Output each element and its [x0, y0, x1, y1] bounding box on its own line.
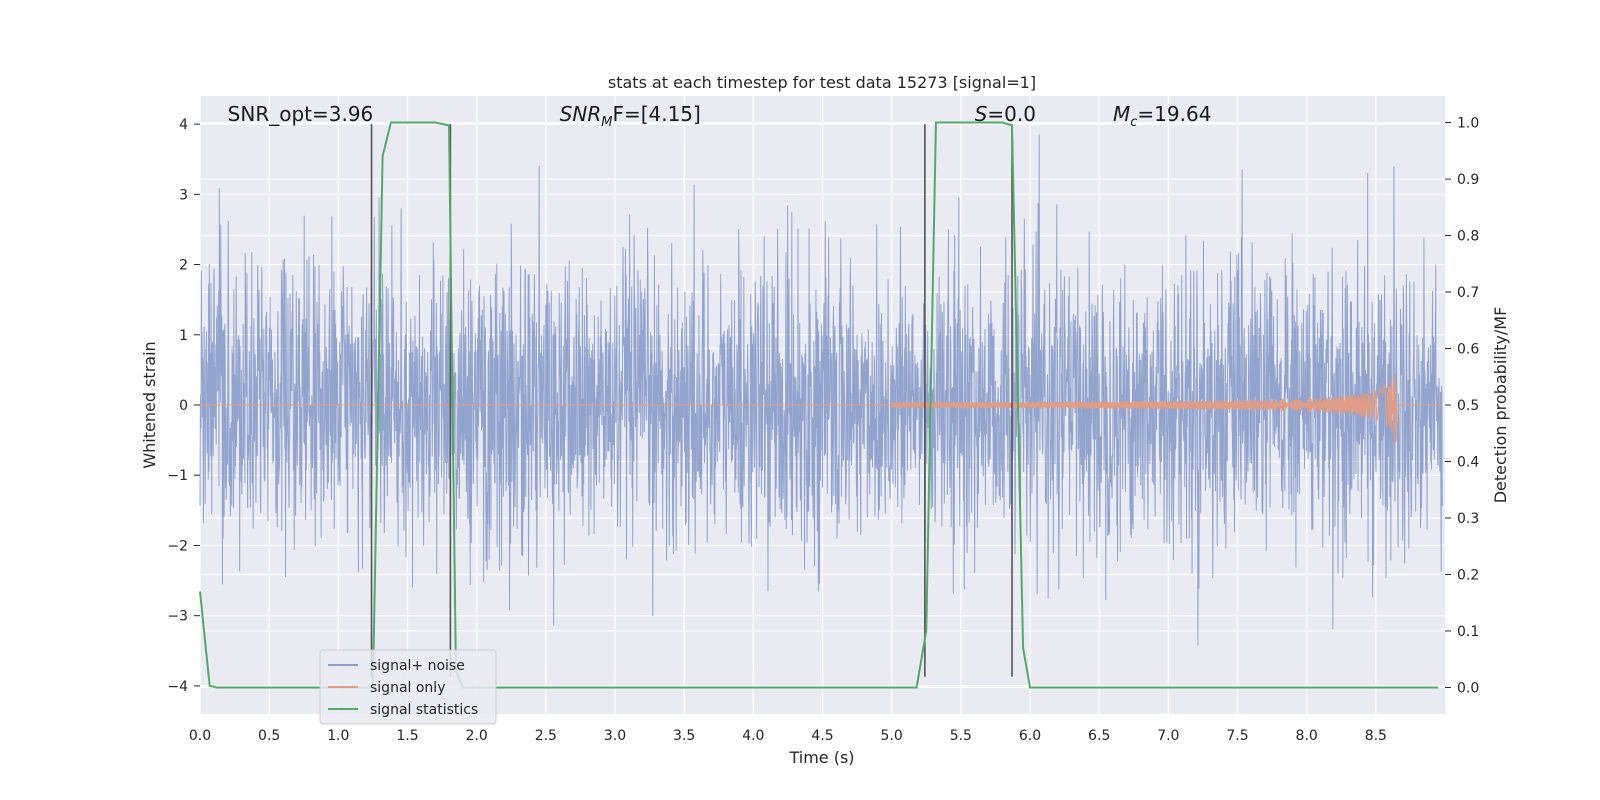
y-tick-label-1: −3 — [167, 609, 188, 625]
legend-label-1: signal only — [370, 680, 445, 696]
x-tick-label-2: 1.0 — [327, 728, 349, 744]
noise-trace — [199, 134, 1443, 646]
x-tick-label-12: 6.0 — [1019, 728, 1041, 744]
y-tick-label-5: 1 — [179, 328, 188, 344]
x-tick-label-16: 8.0 — [1296, 728, 1318, 744]
signal-trace — [200, 374, 1443, 443]
x-axis-ticks: 0.0 0.5 1.0 1.5 2.0 2.5 3.0 3.5 4.0 4.5 5.0 5.5 6.0 6… — [189, 728, 1387, 744]
annotation-s_val: S=0.0 — [975, 102, 1036, 126]
legend: signal+ noise signal only signal statistic… — [319, 649, 497, 725]
x-tick-label-9: 4.5 — [811, 728, 833, 744]
y-axis-label: Whitened strain — [140, 341, 159, 468]
x-tick-label-8: 4.0 — [742, 728, 764, 744]
y-tick-label-7: 3 — [179, 187, 188, 203]
y-tick-label-0: −4 — [167, 679, 188, 695]
yr-tick-label-3: 0.3 — [1457, 511, 1479, 527]
y-axis-ticks: −4 −3 −2 −1 0 1 2 3 4 — [167, 117, 200, 695]
x-tick-label-0: 0.0 — [189, 728, 211, 744]
x-tick-label-1: 0.5 — [258, 728, 280, 744]
y-tick-label-4: 0 — [179, 398, 188, 414]
legend-label-2: signal statistics — [370, 702, 478, 718]
yr-tick-label-10: 1.0 — [1457, 116, 1479, 132]
yr-tick-label-7: 0.7 — [1457, 285, 1479, 301]
yr-tick-label-9: 0.9 — [1457, 172, 1479, 188]
series-signal-only — [200, 374, 1443, 443]
yr-tick-label-8: 0.8 — [1457, 229, 1479, 245]
y-right-axis-ticks: 0.0 0.1 0.2 0.3 0.4 0.5 0.6 0.7 0.8 0.9 1.0 — [1445, 116, 1479, 696]
legend-label-0: signal+ noise — [370, 658, 465, 674]
x-tick-label-10: 5.0 — [881, 728, 903, 744]
y-tick-label-2: −2 — [167, 538, 188, 554]
annotation-mc_val: Mc=19.64 — [1113, 102, 1211, 130]
y-right-axis-label: Detection probability/MF — [1491, 307, 1510, 504]
series-signal-plus-noise — [199, 134, 1443, 646]
x-tick-label-3: 1.5 — [396, 728, 418, 744]
yr-tick-label-2: 0.2 — [1457, 567, 1479, 583]
vertical-lines — [370, 124, 1013, 677]
yr-tick-label-5: 0.5 — [1457, 398, 1479, 414]
x-tick-label-6: 3.0 — [604, 728, 626, 744]
x-tick-label-7: 3.5 — [673, 728, 695, 744]
y-tick-label-6: 2 — [179, 258, 188, 274]
legend-box — [319, 649, 497, 725]
yr-tick-label-6: 0.6 — [1457, 342, 1479, 358]
yr-tick-label-0: 0.0 — [1457, 680, 1479, 696]
annotation-snr_mf: SNRMF=[4.15] — [560, 102, 701, 130]
yr-tick-label-4: 0.4 — [1457, 454, 1479, 470]
x-tick-label-17: 8.5 — [1365, 728, 1387, 744]
chart-title: stats at each timestep for test data 152… — [608, 73, 1036, 92]
y-tick-label-8: 4 — [179, 117, 188, 133]
x-tick-label-11: 5.5 — [950, 728, 972, 744]
x-tick-label-14: 7.0 — [1157, 728, 1179, 744]
y-tick-label-3: −1 — [167, 468, 188, 484]
x-tick-label-5: 2.5 — [535, 728, 557, 744]
annotations: SNR_opt=3.96 SNRMF=[4.15] S=0.0 Mc=19.64 — [228, 102, 1212, 130]
x-tick-label-15: 7.5 — [1226, 728, 1248, 744]
x-axis-label: Time (s) — [788, 748, 854, 767]
annotation-snr_opt: SNR_opt=3.96 — [228, 102, 374, 126]
yr-tick-label-1: 0.1 — [1457, 624, 1479, 640]
x-tick-label-4: 2.0 — [466, 728, 488, 744]
x-tick-label-13: 6.5 — [1088, 728, 1110, 744]
